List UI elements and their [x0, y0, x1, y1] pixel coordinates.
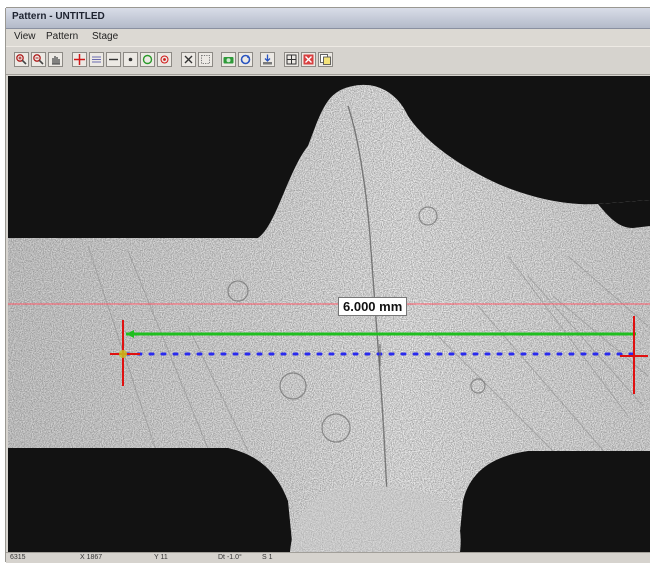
point-icon [128, 57, 133, 62]
window-title: Pattern - UNTITLED [12, 11, 105, 22]
menu-bar: View Pattern Stage [6, 29, 650, 46]
pan-button[interactable] [48, 52, 63, 67]
stage-icon [263, 54, 272, 65]
zoom-in-button[interactable] [14, 52, 29, 67]
title-bar[interactable]: Pattern - UNTITLED [6, 8, 650, 29]
measurement-line[interactable] [126, 330, 636, 338]
rotate-icon [240, 54, 251, 65]
menu-view[interactable]: View [14, 31, 36, 42]
zoom-out-icon [33, 54, 44, 65]
zoom-out-button[interactable] [31, 52, 46, 67]
dotted-square-icon [201, 55, 210, 64]
circle-button[interactable] [140, 52, 155, 67]
stage-button[interactable] [260, 52, 275, 67]
right-marker[interactable] [620, 316, 648, 394]
app-window: Pattern - UNTITLED View Pattern Stage [6, 8, 650, 563]
camera-button[interactable] [221, 52, 236, 67]
copy-icon [320, 54, 331, 65]
cross-button[interactable] [181, 52, 196, 67]
status-item: Dt -1.0° [218, 554, 242, 561]
menu-stage[interactable]: Stage [92, 31, 119, 42]
minus-icon [109, 58, 118, 61]
zoom-in-icon [16, 54, 27, 65]
center-point-icon [160, 55, 169, 64]
copy-button[interactable] [318, 52, 333, 67]
micrograph-canvas [8, 76, 650, 552]
delete-icon [303, 54, 314, 65]
camera-icon [223, 57, 234, 64]
rotate-button[interactable] [238, 52, 253, 67]
image-viewport[interactable]: 6.000 mm [8, 76, 650, 552]
pan-hand-icon [52, 56, 60, 65]
status-item: Y 11 [154, 554, 168, 561]
point-button[interactable] [123, 52, 138, 67]
status-bar: 6315 X 1867 Y 11 Dt -1.0° S 1 [6, 552, 650, 563]
status-item: S 1 [262, 554, 273, 561]
red-crosshair-icon [74, 54, 85, 65]
grid-button[interactable] [284, 52, 299, 67]
crosshair-button[interactable] [72, 52, 87, 67]
toolbar [6, 46, 650, 75]
status-item: 6315 [10, 554, 26, 561]
delete-button[interactable] [301, 52, 316, 67]
horizontal-line-icon [92, 56, 101, 63]
menu-pattern[interactable]: Pattern [46, 31, 79, 42]
circle-icon [142, 54, 153, 65]
horizontal-line-button[interactable] [89, 52, 104, 67]
center-point-button[interactable] [157, 52, 172, 67]
status-item: X 1867 [80, 554, 103, 561]
grid-icon [286, 54, 297, 65]
dotted-square-button[interactable] [198, 52, 213, 67]
cross-icon [184, 55, 193, 64]
left-marker[interactable] [110, 320, 140, 386]
measurement-label: 6.000 mm [338, 297, 408, 316]
minus-button[interactable] [106, 52, 121, 67]
